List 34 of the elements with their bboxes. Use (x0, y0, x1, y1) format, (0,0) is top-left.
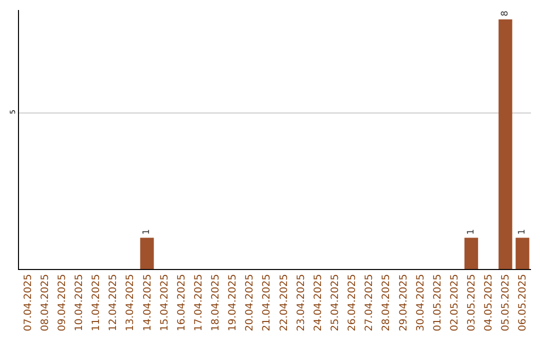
x-tick-label: 20.04.2025 (244, 274, 256, 332)
data-label: 8 (500, 10, 510, 16)
data-label: 1 (142, 229, 152, 235)
x-tick-label: 21.04.2025 (262, 274, 273, 332)
x-tick-label: 05.05.2025 (500, 274, 512, 332)
x-tick-label: 28.04.2025 (381, 274, 392, 332)
x-tick-label: 16.04.2025 (176, 274, 188, 332)
x-tick-label: 10.04.2025 (74, 274, 85, 332)
x-tick-label: 24.04.2025 (312, 274, 324, 332)
x-tick-label: 15.04.2025 (159, 274, 170, 332)
x-tick-label: 17.04.2025 (193, 274, 204, 332)
x-tick-label: 06.05.2025 (518, 274, 529, 332)
data-label: 1 (517, 229, 528, 235)
x-tick-label: 13.04.2025 (125, 274, 136, 332)
x-tick-label: 22.04.2025 (278, 274, 290, 332)
x-tick-label: 23.04.2025 (296, 274, 307, 332)
x-tick-label: 26.04.2025 (347, 274, 358, 332)
x-tick-label: 29.04.2025 (398, 274, 410, 332)
x-tick-label: 01.05.2025 (432, 274, 444, 332)
data-label: 1 (466, 229, 476, 235)
x-tick-label: 18.04.2025 (210, 274, 222, 332)
x-tick-label: 07.04.2025 (22, 274, 34, 332)
x-tick-label: 12.04.2025 (108, 274, 120, 332)
x-tick-label: 30.04.2025 (415, 274, 426, 332)
x-tick-label: 25.04.2025 (330, 274, 341, 332)
x-tick-label: 08.04.2025 (40, 274, 51, 332)
x-tick-label: 11.04.2025 (91, 274, 102, 332)
x-tick-label: 19.04.2025 (228, 274, 239, 332)
x-tick-label: 03.05.2025 (466, 274, 478, 332)
x-tick-label: 27.04.2025 (364, 274, 376, 332)
x-tick-label: 04.05.2025 (484, 274, 495, 332)
x-tick-label: 14.04.2025 (142, 274, 154, 332)
x-tick-label: 02.05.2025 (449, 274, 460, 332)
x-tick-label: 09.04.2025 (56, 274, 68, 332)
